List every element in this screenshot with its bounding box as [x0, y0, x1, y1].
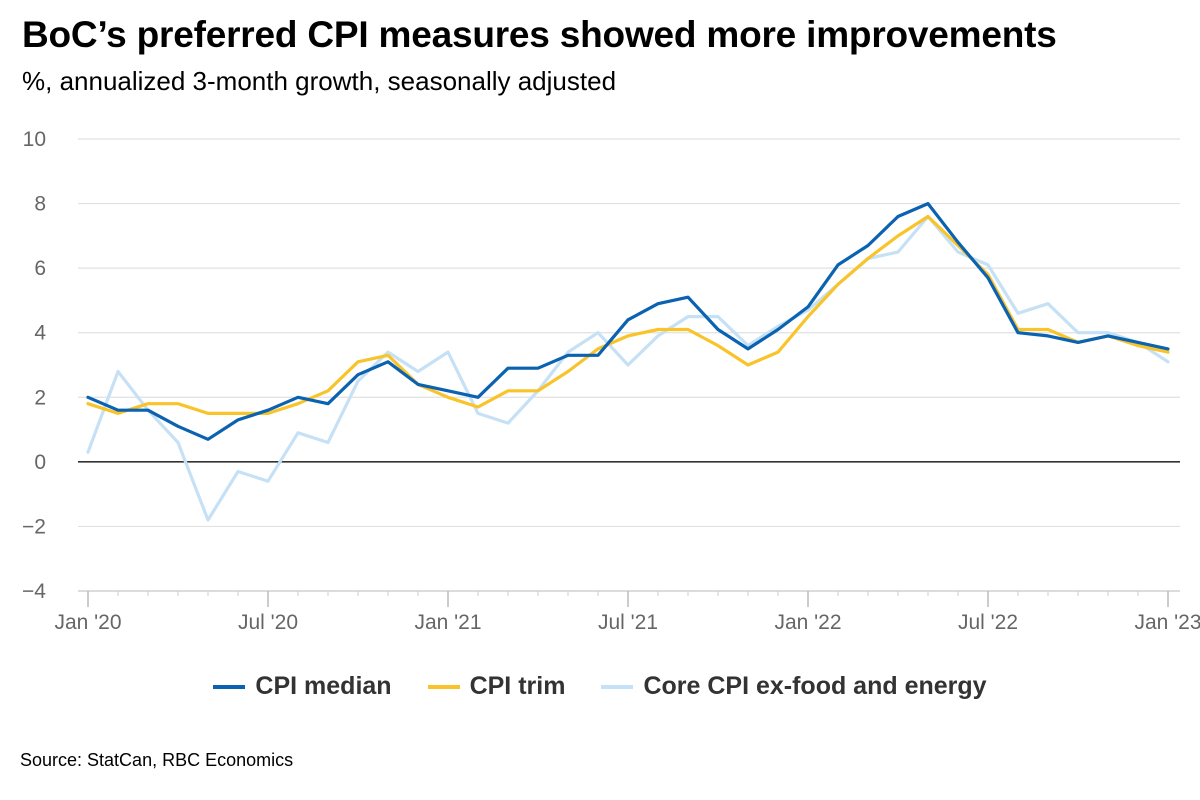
x-tick-label: Jul '20: [238, 611, 298, 634]
x-tick-label: Jan '23: [1134, 611, 1200, 634]
series-line-core-cpi-ex-food-energy[interactable]: [86, 214, 1170, 522]
y-tick-label: 10: [23, 128, 46, 151]
y-tick-label: 0: [34, 451, 46, 474]
x-axis: Jan '20 Jul '20 Jan '21 Jul '21 Jan '22 Jul '…: [54, 590, 1200, 634]
source-note: Source: StatCan, RBC Economics: [20, 750, 294, 770]
legend-item-cpi-median[interactable]: CPI median: [213, 672, 392, 701]
legend-item-core-cpi[interactable]: Core CPI ex-food and energy: [601, 672, 987, 701]
gridlines: [78, 138, 1180, 592]
y-tick-label: 4: [34, 322, 46, 345]
y-tick-label: 6: [34, 257, 46, 280]
legend-label-cpi-median: CPI median: [255, 672, 392, 700]
legend: CPI median CPI trim Core CPI ex-food and…: [0, 672, 1200, 701]
legend-swatch-cpi-trim: [427, 684, 460, 689]
chart-subtitle: %, annualized 3-month growth, seasonally…: [22, 66, 617, 96]
y-tick-label: −4: [22, 580, 46, 603]
legend-swatch-cpi-median: [213, 684, 246, 689]
chart-title: BoC’s preferred CPI measures showed more…: [22, 14, 1057, 55]
legend-item-cpi-trim[interactable]: CPI trim: [427, 672, 566, 701]
series-line-cpi-trim[interactable]: [86, 214, 1170, 415]
legend-label-core-cpi: Core CPI ex-food and energy: [643, 672, 987, 700]
y-tick-label: −2: [22, 515, 46, 538]
legend-label-cpi-trim: CPI trim: [469, 672, 566, 700]
y-tick-label: 8: [34, 193, 46, 216]
y-axis-ticks: −4 −2 0 2 4 6 8 10: [22, 128, 46, 603]
x-tick-label: Jan '22: [774, 611, 841, 634]
legend-swatch-core-cpi: [601, 684, 634, 689]
x-tick-label: Jul '22: [958, 611, 1018, 634]
x-tick-label: Jul '21: [598, 611, 658, 634]
series-line-cpi-median[interactable]: [86, 202, 1170, 441]
x-tick-label: Jan '21: [414, 611, 481, 634]
x-tick-label: Jan '20: [54, 611, 121, 634]
series-lines: [86, 202, 1170, 522]
y-tick-label: 2: [34, 386, 46, 409]
